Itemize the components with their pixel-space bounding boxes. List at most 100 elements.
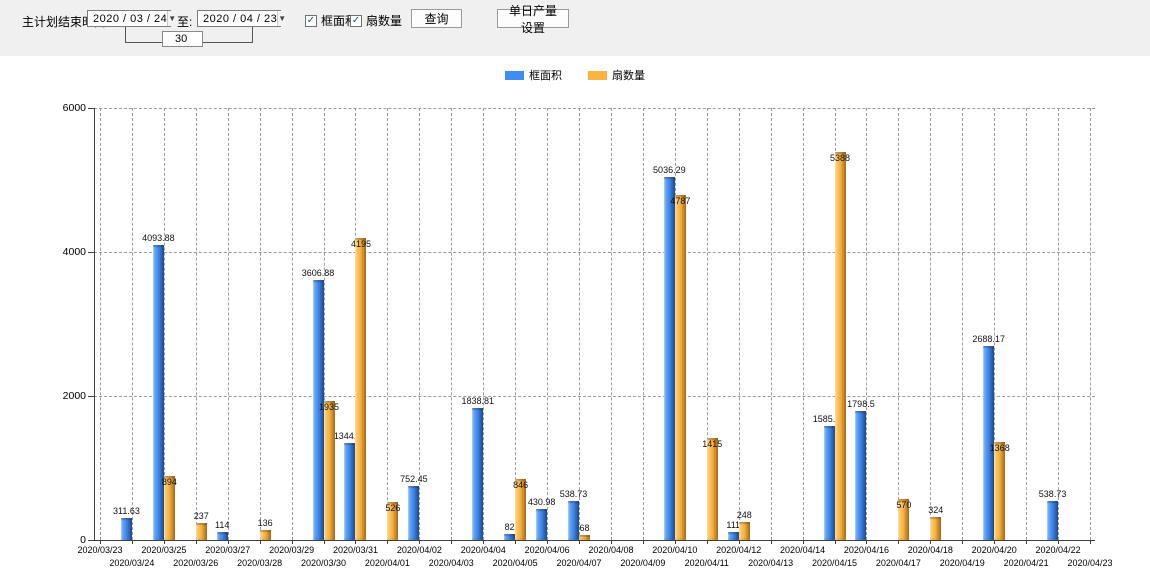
x-tick-label: 2020/04/10: [652, 545, 698, 555]
v-gridline: [642, 108, 644, 540]
bar-value-label: 1585.96: [812, 414, 846, 424]
bracket-line-right-vertical: [252, 27, 253, 43]
x-tick-label: 2020/04/02: [396, 545, 442, 555]
v-gridline: [131, 108, 133, 540]
x-tick-label: 2020/03/23: [77, 545, 123, 555]
bar-value-label: 846: [513, 480, 529, 490]
x-tick-label: 2020/04/15: [811, 558, 858, 568]
bar-value-label: 2688.17: [972, 334, 1005, 344]
y-tick-label: 4000: [62, 246, 86, 258]
bar-fan-count: [387, 502, 399, 540]
bar-frame-area: [216, 532, 228, 540]
y-tick-label: 0: [80, 534, 86, 546]
checkbox-checked-icon: ✓: [350, 14, 362, 27]
y-axis-spine: [94, 108, 95, 541]
x-axis-tick: [1026, 540, 1028, 544]
date-to-dropdown-button[interactable]: ▼: [277, 11, 287, 26]
bar-fan-count: [994, 442, 1006, 540]
bar-value-label: 4093.88: [142, 233, 175, 243]
bar-frame-area: [727, 532, 739, 540]
bar-value-label: 526: [385, 503, 401, 513]
bar-frame-area: [536, 509, 548, 540]
bar-value-label: 82: [504, 522, 515, 532]
x-tick-label: 2020/04/12: [716, 545, 762, 555]
x-tick-label: 2020/03/30: [301, 558, 347, 568]
v-gridline: [547, 108, 549, 540]
x-tick-label: 2020/04/16: [843, 545, 889, 555]
v-gridline: [483, 108, 485, 540]
v-gridline: [515, 108, 517, 540]
x-tick-label: 2020/03/28: [237, 558, 283, 568]
v-gridline: [898, 108, 900, 540]
frame-area-checkbox[interactable]: ✓ 框面积: [305, 12, 357, 29]
bar-value-label: 248: [736, 510, 752, 520]
x-axis-tick: [866, 540, 868, 544]
bar-value-label: 237: [193, 511, 209, 521]
bar-value-label: 894: [161, 477, 177, 487]
bar-fan-count: [195, 523, 207, 540]
y-axis-tick: [88, 252, 94, 253]
bar-value-label: 111: [726, 520, 741, 530]
x-tick-label: 2020/04/03: [428, 558, 474, 568]
bar-frame-area: [408, 486, 420, 540]
x-tick-label: 2020/04/18: [907, 545, 953, 555]
bracket-line-left-horizontal: [125, 42, 162, 43]
x-axis-tick: [483, 540, 485, 544]
h-gridline: [94, 396, 1095, 397]
bar-value-label: 538.73: [1038, 489, 1067, 499]
bar-value-label: 430.98: [527, 497, 556, 507]
x-axis-tick: [898, 540, 900, 544]
bar-value-label: 136: [257, 518, 273, 528]
bar-frame-area: [120, 518, 132, 540]
fan-count-checkbox[interactable]: ✓ 扇数量: [350, 12, 402, 29]
x-axis-tick: [387, 540, 389, 544]
chevron-down-icon: ▼: [278, 14, 287, 23]
bar-value-label: 1798.5: [847, 399, 875, 409]
bar-value-label: 1935: [319, 402, 340, 412]
y-axis-tick: [88, 108, 94, 109]
x-axis-tick: [451, 540, 453, 544]
daily-output-settings-button[interactable]: 单日产量设置: [497, 4, 569, 35]
x-tick-label: 2020/04/19: [939, 558, 985, 568]
date-from-picker[interactable]: 2020 / 03 / 24 ▼: [87, 10, 177, 27]
chart-legend: 框面积 扇数量: [0, 67, 1150, 83]
x-tick-label: 2020/04/21: [1003, 558, 1049, 568]
chevron-down-icon: ▼: [168, 14, 177, 23]
x-axis-tick: [1058, 540, 1060, 544]
v-gridline: [738, 108, 740, 540]
x-tick-label: 2020/04/05: [492, 558, 538, 568]
bar-fan-count: [706, 438, 718, 540]
legend-swatch-blue: [505, 70, 524, 80]
bar-frame-area: [568, 501, 580, 540]
x-tick-label: 2020/03/24: [109, 558, 155, 568]
x-axis-tick: [100, 540, 101, 544]
v-gridline: [802, 108, 804, 540]
bar-frame-area: [152, 245, 164, 540]
x-axis-tick: [706, 540, 708, 544]
interval-days-input[interactable]: [162, 31, 203, 47]
legend-label-fan-count: 扇数量: [612, 70, 645, 82]
bar-value-label: 5388: [830, 153, 851, 163]
x-axis-tick: [962, 540, 964, 544]
v-gridline: [387, 108, 389, 540]
query-button[interactable]: 查询: [411, 9, 462, 28]
bar-value-label: 1838.81: [461, 396, 494, 406]
x-axis-tick: [674, 540, 676, 544]
h-gridline: [94, 252, 1095, 253]
y-axis-tick: [88, 540, 94, 541]
v-gridline: [1058, 108, 1060, 540]
x-axis-tick: [994, 540, 996, 544]
date-from-dropdown-button[interactable]: ▼: [167, 11, 177, 26]
date-to-picker[interactable]: 2020 / 04 / 23 ▼: [197, 10, 287, 27]
v-gridline: [227, 108, 229, 540]
bar-fan-count: [323, 401, 335, 540]
v-gridline: [579, 108, 581, 540]
x-axis-tick: [930, 540, 932, 544]
bracket-line-right-horizontal: [203, 42, 252, 43]
v-gridline: [930, 108, 932, 540]
x-tick-label: 2020/04/04: [460, 545, 506, 555]
bar-value-label: 1344.95: [333, 431, 367, 441]
bar-fan-count: [355, 238, 367, 540]
bar-value-label: 1415: [702, 439, 723, 449]
frame-area-checkbox-label: 框面积: [321, 14, 358, 28]
